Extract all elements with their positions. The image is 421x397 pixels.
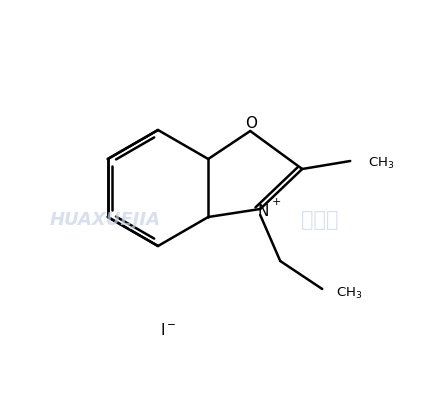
Text: HUAXUEJIA: HUAXUEJIA <box>50 211 160 229</box>
Text: CH$_3$: CH$_3$ <box>368 156 395 171</box>
Text: I$^-$: I$^-$ <box>160 322 176 338</box>
Text: 化学加: 化学加 <box>301 210 339 230</box>
Text: N: N <box>258 204 269 218</box>
Text: +: + <box>272 197 281 207</box>
Text: CH$_3$: CH$_3$ <box>336 285 363 301</box>
Text: O: O <box>245 116 257 131</box>
